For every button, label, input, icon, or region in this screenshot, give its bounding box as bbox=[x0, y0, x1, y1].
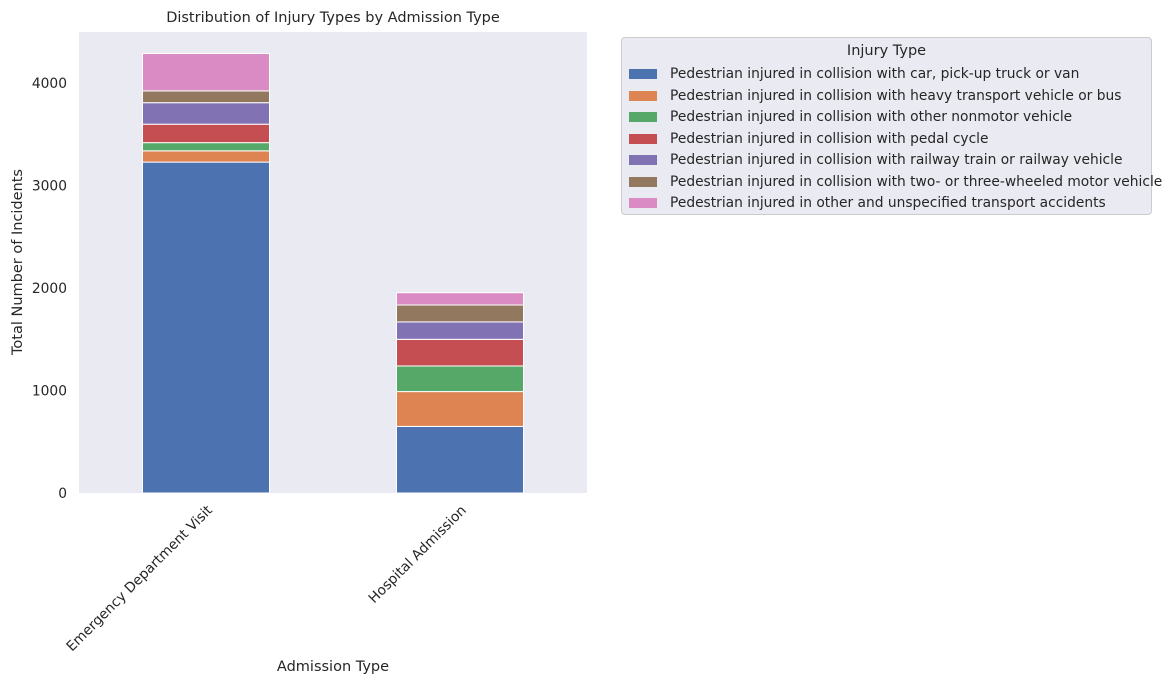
bar-segment-0-1 bbox=[142, 150, 270, 163]
legend-title: Injury Type bbox=[846, 43, 927, 59]
y-tick-label: 0 bbox=[58, 486, 67, 502]
bar-segment-1-0 bbox=[396, 425, 524, 494]
legend-label: Pedestrian injured in collision with two… bbox=[670, 173, 1163, 190]
legend-entry: Pedestrian injured in collision with rai… bbox=[629, 150, 1122, 170]
x-axis-label: Admission Type bbox=[277, 659, 389, 675]
legend-swatch bbox=[629, 133, 657, 144]
bars-group bbox=[142, 53, 524, 494]
legend-swatch bbox=[629, 112, 657, 122]
legend-swatch bbox=[629, 198, 657, 208]
legend-entry: Pedestrian injured in collision with oth… bbox=[629, 107, 1072, 127]
legend-label: Pedestrian injured in collision with rai… bbox=[670, 152, 1123, 168]
legend-entry: Pedestrian injured in collision with ped… bbox=[629, 129, 988, 149]
bar-segment-1-3 bbox=[396, 338, 524, 367]
legend-swatch bbox=[629, 176, 657, 187]
y-tick-label: 2000 bbox=[32, 281, 67, 297]
y-tick-label: 4000 bbox=[32, 76, 67, 92]
y-tick-label: 1000 bbox=[32, 384, 67, 400]
x-tick-label: Emergency Department Visit bbox=[63, 502, 216, 655]
legend-swatch bbox=[629, 155, 657, 165]
x-tick-label: Hospital Admission bbox=[366, 503, 470, 607]
bar-segment-0-3 bbox=[142, 123, 270, 144]
legend: Injury Type Pedestrian injured in collis… bbox=[621, 37, 1162, 215]
legend-entry: Pedestrian injured in collision with car… bbox=[629, 64, 1079, 84]
bar-segment-0-2 bbox=[142, 142, 270, 152]
bar-segment-1-5 bbox=[396, 304, 524, 323]
x-tick-labels: Emergency Department Visit Hospital Admis… bbox=[63, 502, 469, 655]
legend-entry: Pedestrian injured in collision with hea… bbox=[629, 86, 1121, 106]
legend-label: Pedestrian injured in other and unspecif… bbox=[670, 195, 1106, 211]
y-tick-labels: 0 1000 2000 3000 4000 bbox=[32, 76, 67, 502]
chart-title: Distribution of Injury Types by Admissio… bbox=[166, 10, 500, 26]
legend-swatch bbox=[629, 90, 657, 101]
bar-segment-0-6 bbox=[142, 53, 270, 92]
legend-entry: Pedestrian injured in collision with two… bbox=[629, 172, 1162, 192]
bar-segment-1-1 bbox=[396, 391, 524, 427]
y-tick-label: 3000 bbox=[32, 179, 67, 195]
legend-label: Pedestrian injured in collision with ped… bbox=[670, 130, 989, 147]
bar-segment-0-4 bbox=[142, 102, 270, 125]
bar-segment-0-0 bbox=[142, 161, 270, 494]
legend-entry: Pedestrian injured in other and unspecif… bbox=[629, 193, 1106, 213]
legend-label: Pedestrian injured in collision with car… bbox=[670, 66, 1080, 82]
bar-segment-1-6 bbox=[396, 292, 524, 306]
legend-label: Pedestrian injured in collision with oth… bbox=[670, 109, 1073, 125]
bar-segment-1-2 bbox=[396, 365, 524, 393]
legend-swatch bbox=[629, 69, 657, 79]
bar-segment-1-4 bbox=[396, 321, 524, 340]
legend-label: Pedestrian injured in collision with hea… bbox=[670, 87, 1122, 104]
bar-segment-0-5 bbox=[142, 90, 270, 104]
y-axis-label: Total Number of Incidents bbox=[10, 169, 26, 356]
